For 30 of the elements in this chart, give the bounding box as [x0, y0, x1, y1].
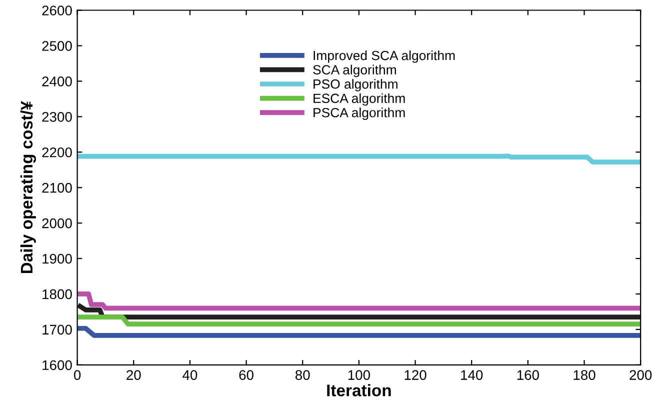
- x-tick-label: 160: [517, 370, 539, 380]
- y-tick-label: 1800: [42, 289, 72, 300]
- y-tick-label: 1600: [42, 360, 72, 370]
- x-tick-label: 40: [182, 370, 198, 380]
- x-axis-title: Iteration: [327, 384, 391, 396]
- y-tick-label: 2100: [42, 182, 72, 193]
- x-tick-label: 0: [74, 370, 81, 380]
- y-tick-label: 2500: [42, 41, 72, 51]
- y-tick-label: 1700: [42, 324, 72, 335]
- y-axis-title: Daily operating cost/¥: [20, 101, 36, 274]
- legend-label: PSCA algorithm: [314, 108, 405, 120]
- y-tick-label: 2600: [42, 6, 72, 16]
- x-tick-label: 20: [126, 370, 141, 380]
- y-tick-label: 1900: [42, 254, 72, 264]
- x-tick-label: 120: [404, 370, 426, 380]
- y-tick-label: 2400: [42, 76, 72, 86]
- x-tick-label: 100: [348, 370, 370, 380]
- x-tick-label: 140: [461, 370, 483, 380]
- x-tick-label: 200: [630, 370, 652, 380]
- y-tick-label: 2000: [42, 218, 72, 228]
- y-tick-label: 2200: [42, 147, 72, 158]
- legend-label: ESCA algorithm: [314, 93, 405, 106]
- x-tick-label: 180: [574, 370, 596, 380]
- x-tick-label: 60: [239, 370, 254, 380]
- legend-label: PSO algorithm: [314, 79, 398, 92]
- legend-label: Improved SCA algorithm: [314, 50, 455, 63]
- x-tick-label: 80: [295, 370, 310, 380]
- line-series: [78, 154, 641, 164]
- y-tick-label: 2300: [42, 112, 72, 122]
- legend-label: SCA algorithm: [313, 64, 396, 78]
